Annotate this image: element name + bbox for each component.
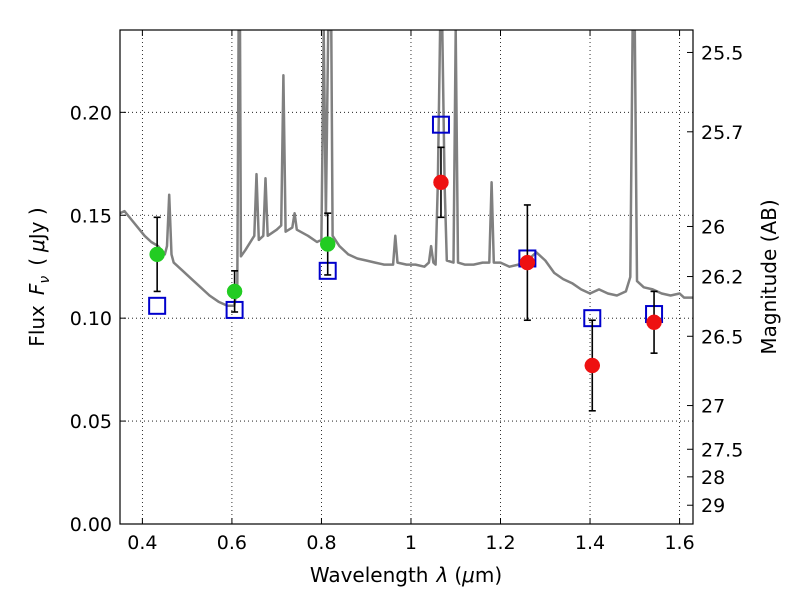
circle-marker [433, 174, 449, 191]
circle-marker [319, 236, 336, 252]
y2-tick-label: 26.5 [701, 326, 743, 348]
square-marker [148, 296, 167, 315]
y2-tick-label: 29 [701, 495, 725, 517]
y2-tick-label: 25.7 [701, 122, 743, 144]
y2-tick-label: 27.5 [701, 439, 743, 461]
y-tick-label: 0.20 [70, 102, 112, 124]
y-tick-label: 0.00 [70, 514, 112, 536]
y2-tick-label: 26.2 [701, 267, 743, 289]
y2-tick-label: 28 [701, 467, 725, 489]
x-tick-label: 1 [405, 532, 417, 554]
hst-nir-photometry [433, 146, 662, 412]
square-marker [431, 115, 450, 134]
circle-marker [149, 246, 165, 263]
hst-optical-photometry [149, 212, 336, 313]
circle-marker [226, 283, 243, 300]
y2-axis-title: Magnitude (AB) [757, 199, 781, 354]
x-tick-label: 1.2 [485, 532, 515, 554]
x-axis-title: Wavelength λ (μm) [310, 563, 502, 587]
y2-tick-label: 25.5 [701, 42, 743, 64]
y-tick-label: 0.10 [70, 308, 112, 330]
y-tick-label: 0.05 [70, 411, 112, 433]
y2-tick-label: 26 [701, 216, 725, 238]
circle-marker [646, 314, 662, 331]
y-tick-label: 0.15 [70, 205, 112, 227]
plot-area [120, 30, 693, 524]
x-tick-label: 0.6 [217, 532, 247, 554]
circle-marker [519, 254, 536, 271]
x-tick-label: 0.4 [127, 532, 157, 554]
axis-ticks: 0.4 0.6 0.8 1 1.2 1.4 1.6 0.00 0.05 0.10 0.15 0.20 2… [70, 30, 743, 554]
x-tick-label: 1.6 [664, 532, 694, 554]
y-axis-title: FluxFν(μJy ) [25, 207, 53, 346]
circle-marker [584, 357, 601, 374]
x-tick-label: 0.8 [306, 532, 336, 554]
series-layer [148, 115, 664, 412]
y2-tick-label: 27 [701, 396, 725, 418]
x-tick-label: 1.4 [575, 532, 605, 554]
